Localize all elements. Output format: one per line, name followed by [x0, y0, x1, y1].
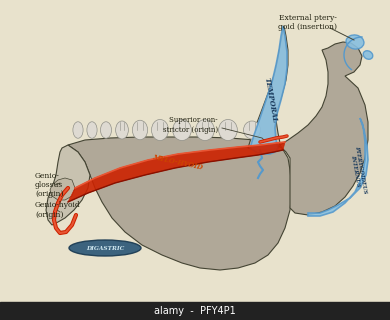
Polygon shape — [50, 178, 75, 200]
Text: Superior con-
strictor (origin): Superior con- strictor (origin) — [163, 116, 218, 134]
Polygon shape — [68, 142, 285, 202]
Text: TEMPORAL: TEMPORAL — [263, 77, 279, 123]
Ellipse shape — [196, 119, 215, 140]
Ellipse shape — [243, 121, 261, 139]
Ellipse shape — [69, 240, 141, 256]
Ellipse shape — [219, 119, 238, 140]
Polygon shape — [250, 26, 287, 154]
Ellipse shape — [115, 121, 128, 139]
Ellipse shape — [151, 119, 168, 140]
Polygon shape — [68, 137, 292, 270]
Ellipse shape — [173, 119, 191, 140]
Ellipse shape — [346, 35, 364, 49]
Ellipse shape — [87, 122, 97, 138]
Polygon shape — [248, 26, 288, 150]
Text: alamy  -  PFY4P1: alamy - PFY4P1 — [154, 306, 236, 316]
Text: Genio-hyoid
(origin): Genio-hyoid (origin) — [35, 201, 81, 219]
Text: PTERYGOIDEUS
INTERNUS: PTERYGOIDEUS INTERNUS — [349, 145, 367, 195]
Text: Genio-
glossus
(origin): Genio- glossus (origin) — [35, 172, 64, 198]
Text: alamu: alamu — [117, 186, 222, 214]
Bar — [0, 302, 390, 320]
Ellipse shape — [101, 122, 112, 138]
Ellipse shape — [73, 122, 83, 138]
Text: MYLO-HYOID: MYLO-HYOID — [152, 153, 204, 171]
Text: External ptery-
goid (insertion): External ptery- goid (insertion) — [278, 14, 337, 31]
Polygon shape — [280, 42, 368, 215]
Polygon shape — [308, 118, 368, 216]
Ellipse shape — [363, 51, 373, 59]
Text: DIGASTRIC: DIGASTRIC — [86, 245, 124, 251]
Ellipse shape — [132, 120, 148, 140]
Polygon shape — [46, 145, 90, 225]
